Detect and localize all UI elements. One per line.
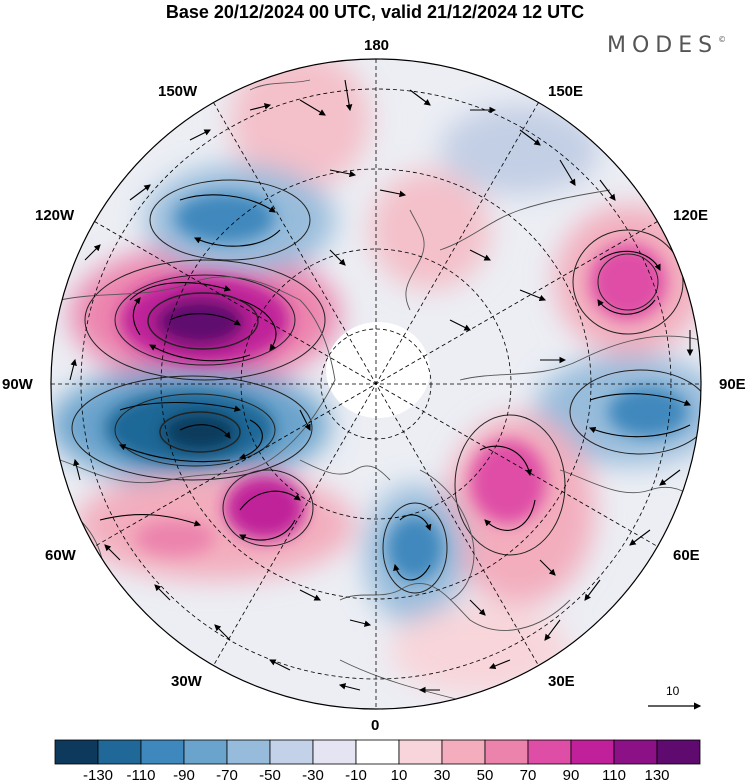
colorbar-box (570, 739, 615, 765)
colorbar-box (484, 739, 529, 765)
colorbar-box (269, 739, 314, 765)
positive-peak-canada (155, 297, 245, 347)
weak-positive-area-north-pacific (370, 170, 490, 290)
map-border (50, 58, 702, 710)
lon-label-90w: 90W (2, 376, 33, 393)
colorbar-box (355, 739, 400, 765)
contour-lines (71, 179, 701, 594)
anomaly-field (51, 59, 701, 695)
colorbar-label: 30 (433, 767, 451, 784)
colorbar-box (97, 739, 142, 765)
graticule (51, 59, 701, 709)
negative-peak-labrador (162, 412, 238, 452)
wind-vectors (69, 79, 694, 694)
lon-label-30e: 30E (548, 673, 575, 690)
positive-core-atlantic (225, 476, 305, 540)
lon-label-30w: 30W (171, 673, 202, 690)
negative-core-europe (387, 516, 443, 580)
map-disc (51, 59, 701, 709)
colorbar-boxes (54, 739, 701, 765)
lon-label-0: 0 (371, 717, 380, 734)
negative-core-central-siberia (608, 387, 688, 437)
colorbar-label: 10 (390, 767, 408, 784)
colorbar-box (226, 739, 271, 765)
colorbar-label: -90 (173, 767, 195, 784)
colorbar-label: -130 (82, 767, 114, 784)
colorbar-box (140, 739, 185, 765)
colorbar-label: 130 (644, 767, 670, 784)
colorbar-label: 110 (602, 767, 626, 784)
map-title: Base 20/12/2024 00 UTC, valid 21/12/2024… (165, 2, 585, 22)
colorbar-label: -10 (345, 767, 367, 784)
polar-data-gap (326, 322, 430, 418)
lon-label-180: 180 (364, 37, 390, 54)
colorbar-box (312, 739, 357, 765)
colorbar-box (398, 739, 443, 765)
colorbar (54, 739, 701, 765)
reference-vector-label: 10 (666, 684, 680, 698)
lon-label-120e: 120E (673, 207, 709, 224)
colorbar-label: -50 (259, 767, 281, 784)
colorbar-box (441, 739, 486, 765)
brand-name: MODES (607, 33, 719, 58)
lon-label-150w: 150W (158, 83, 198, 100)
colorbar-label: 90 (562, 767, 580, 784)
colorbar-box (613, 739, 658, 765)
colorbar-label: -30 (302, 767, 324, 784)
lon-label-60w: 60W (45, 547, 76, 564)
colorbar-label: -70 (216, 767, 238, 784)
colorbar-box (54, 739, 99, 765)
positive-core-siberia (590, 244, 666, 320)
colorbar-box (527, 739, 572, 765)
colorbar-box (183, 739, 228, 765)
positive-secondary-atlantic (135, 520, 215, 556)
lon-label-60e: 60E (673, 547, 700, 564)
copyright-mark: © (718, 35, 727, 44)
colorbar-label: 50 (476, 767, 494, 784)
positive-core-ural (470, 440, 546, 524)
colorbar-label: -110 (126, 767, 156, 784)
colorbar-box (656, 739, 701, 765)
weak-negative-area-bering (440, 105, 600, 195)
weak-positive-area-africa (390, 605, 570, 695)
lon-label-90e: 90E (719, 376, 746, 393)
lon-label-150e: 150E (548, 83, 584, 100)
brand-logo: MODES© (607, 33, 726, 58)
lon-label-120w: 120W (35, 207, 75, 224)
colorbar-label: 70 (519, 767, 537, 784)
negative-core-alaska (175, 193, 275, 243)
